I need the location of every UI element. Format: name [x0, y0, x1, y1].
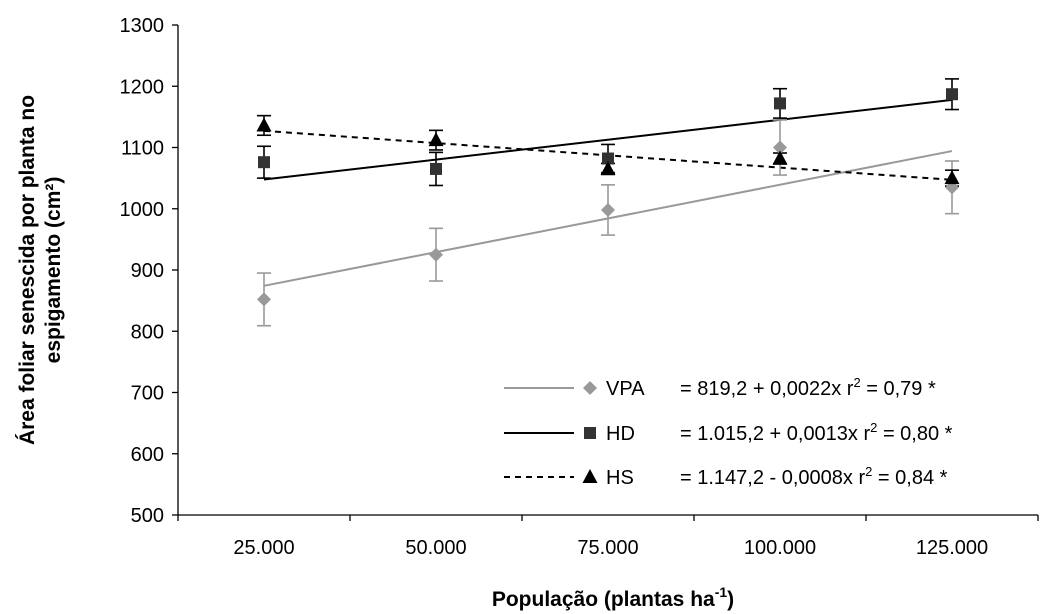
point-hd [946, 88, 958, 101]
y-tick-label: 1300 [120, 15, 165, 37]
legend-item-hs: HS = 1.147,2 - 0,0008x r2 = 0,84 * [504, 464, 948, 489]
y-axis-title-line1: Área foliar senescida por planta no [16, 95, 39, 445]
legend-equation-hd: = 1.015,2 + 0,0013x r2 = 0,80 * [680, 420, 953, 445]
y-tick-label: 1000 [120, 199, 165, 221]
y-tick-label: 1200 [120, 76, 165, 98]
point-vpa [601, 202, 615, 217]
point-vpa [429, 247, 443, 262]
legend-label-hd: HD [606, 423, 635, 445]
legend-item-hd: HD = 1.015,2 + 0,0013x r2 = 0,80 * [504, 420, 953, 445]
point-hs [428, 132, 444, 147]
y-tick-label: 1100 [121, 138, 164, 160]
x-tick-label: 50.000 [405, 537, 466, 559]
x-tick-label: 125.000 [916, 537, 988, 559]
legend-marker-hd [584, 427, 596, 439]
legend-label-hs: HS [606, 467, 634, 489]
x-tick-labels: 25.000 50.000 75.000 100.000 125.000 [233, 537, 988, 559]
y-tick-label: 900 [131, 260, 164, 282]
x-tick-label: 75.000 [577, 537, 638, 559]
point-hs [256, 117, 272, 132]
point-hd [430, 162, 442, 175]
point-vpa [257, 292, 271, 307]
point-hd [602, 152, 614, 165]
y-tick-labels: 500 600 700 800 900 1000 1100 1200 1300 [120, 15, 165, 527]
y-tick-label: 700 [131, 383, 164, 405]
markers [256, 88, 960, 307]
x-axis-title: População (plantas ha-1) [492, 584, 734, 611]
y-axis-title-line2: espigamento (cm²) [42, 177, 65, 364]
point-hd [258, 156, 270, 169]
axes [172, 24, 1039, 521]
x-tick-label: 100.000 [744, 537, 816, 559]
point-hd [774, 97, 786, 110]
error-bars [257, 78, 959, 327]
legend-label-vpa: VPA [606, 378, 645, 400]
legend-marker-hs [582, 469, 598, 483]
x-tick-label: 25.000 [233, 537, 294, 559]
y-tick-label: 500 [131, 505, 164, 527]
point-vpa [773, 140, 787, 155]
legend-marker-vpa [583, 381, 597, 395]
point-hs [600, 160, 616, 175]
legend-equation-hs: = 1.147,2 - 0,0008x r2 = 0,84 * [680, 464, 948, 489]
legend-item-vpa: VPA = 819,2 + 0,0022x r2 = 0,79 * [504, 375, 936, 400]
fit-line-hd [263, 98, 953, 181]
point-hs [944, 170, 960, 185]
legend: VPA = 819,2 + 0,0022x r2 = 0,79 * HD = 1.01… [504, 375, 953, 489]
y-tick-label: 600 [131, 444, 164, 466]
y-tick-label: 800 [131, 321, 164, 343]
legend-equation-vpa: = 819,2 + 0,0022x r2 = 0,79 * [680, 375, 936, 400]
point-hs [772, 150, 788, 165]
